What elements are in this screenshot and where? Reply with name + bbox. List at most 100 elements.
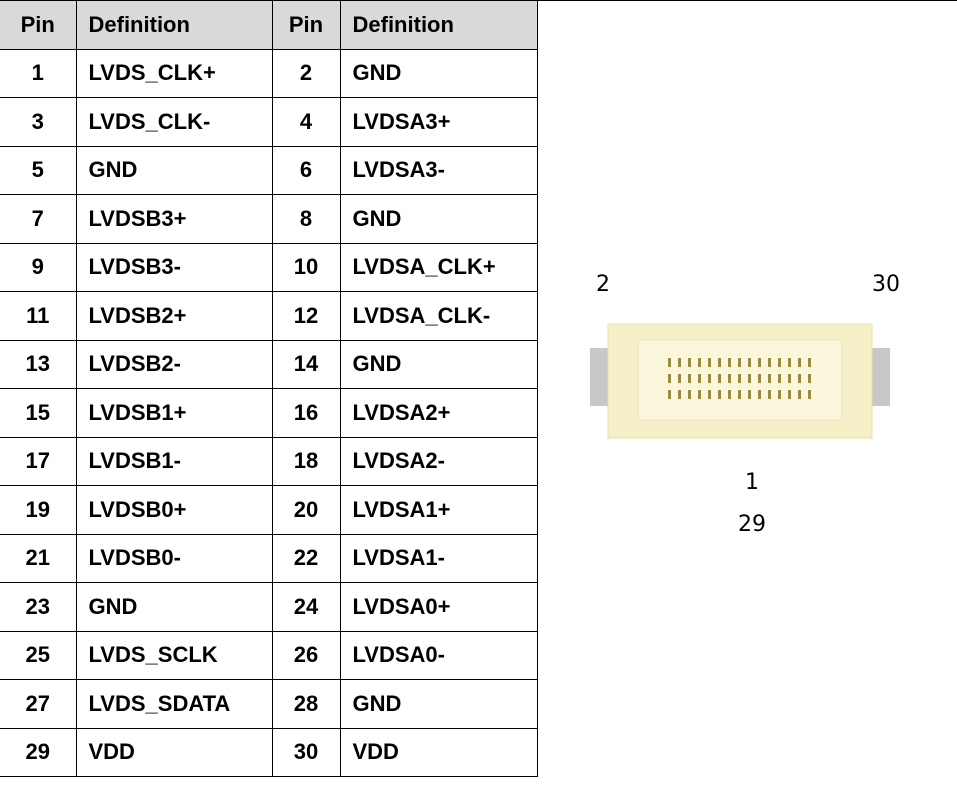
- pin-cell: 30: [271, 727, 341, 777]
- pin-contact: [808, 374, 811, 383]
- pin-label: 2: [596, 272, 610, 297]
- pin-cell: 18: [271, 436, 341, 486]
- pin-contact: [798, 390, 801, 399]
- table-row: 13 LVDSB2- 14 GND: [0, 339, 538, 389]
- table-row: 7 LVDSB3+ 8 GND: [0, 194, 538, 244]
- pin-cell: 26: [271, 630, 341, 680]
- pin-contact: [668, 390, 671, 399]
- pin-cell: 13: [0, 339, 77, 389]
- table-row: 9 LVDSB3- 10 LVDSA_CLK+: [0, 242, 538, 292]
- definition-cell: GND: [75, 582, 273, 632]
- pin-contact: [708, 374, 711, 383]
- definition-cell: VDD: [339, 727, 538, 777]
- definition-cell: LVDSA_CLK-: [339, 291, 538, 341]
- pin-contact: [768, 374, 771, 383]
- table-row: 1 LVDS_CLK+ 2 GND: [0, 48, 538, 98]
- pin-cell: 17: [0, 436, 77, 486]
- pin-contact: [708, 390, 711, 399]
- pin-cell: 27: [0, 679, 77, 729]
- table-row: 5 GND 6 LVDSA3-: [0, 145, 538, 195]
- pin-contact: [748, 374, 751, 383]
- pin-cell: 28: [271, 679, 341, 729]
- header-cell: Definition: [339, 0, 538, 50]
- pin-cell: 29: [0, 727, 77, 777]
- pin-contact: [688, 390, 691, 399]
- pin-contact: [708, 358, 711, 367]
- definition-cell: LVDS_CLK+: [75, 48, 273, 98]
- pin-contact: [798, 374, 801, 383]
- definition-cell: LVDSA_CLK+: [339, 242, 538, 292]
- connector: [590, 323, 890, 439]
- pin-cell: 24: [271, 582, 341, 632]
- definition-cell: LVDS_SDATA: [75, 679, 273, 729]
- definition-cell: LVDS_SCLK: [75, 630, 273, 680]
- pin-cell: 25: [0, 630, 77, 680]
- pin-contact: [768, 390, 771, 399]
- table-body: 1 LVDS_CLK+ 2 GND 3 LVDS_CLK- 4 LVDSA3+ 5 GND 6 LVD…: [0, 48, 538, 777]
- pin-contact: [778, 374, 781, 383]
- pin-contact: [758, 390, 761, 399]
- pin-contact: [698, 390, 701, 399]
- connector-pins: [668, 358, 811, 399]
- definition-cell: GND: [339, 48, 538, 98]
- pin-contact: [728, 358, 731, 367]
- pin-contact: [728, 390, 731, 399]
- pin-contact: [798, 358, 801, 367]
- pin-contact: [678, 390, 681, 399]
- pin-contact: [718, 390, 721, 399]
- definition-cell: LVDSA1+: [339, 485, 538, 535]
- table-row: 15 LVDSB1+ 16 LVDSA2+: [0, 388, 538, 438]
- pin-cell: 15: [0, 388, 77, 438]
- table-row: 17 LVDSB1- 18 LVDSA2-: [0, 436, 538, 486]
- pin-contact: [688, 358, 691, 367]
- pin-cell: 8: [271, 194, 341, 244]
- pin-cell: 22: [271, 533, 341, 583]
- pin-cell: 19: [0, 485, 77, 535]
- pin-contact: [758, 358, 761, 367]
- pin-contact: [698, 374, 701, 383]
- pin-cell: 4: [271, 97, 341, 147]
- definition-cell: LVDSB2+: [75, 291, 273, 341]
- table-row: 25 LVDS_SCLK 26 LVDSA0-: [0, 630, 538, 680]
- pin-cell: 5: [0, 145, 77, 195]
- pin-cell: 10: [271, 242, 341, 292]
- pin-contact: [738, 374, 741, 383]
- table-row: 23 GND 24 LVDSA0+: [0, 582, 538, 632]
- definition-cell: LVDSB1-: [75, 436, 273, 486]
- definition-cell: LVDSB3-: [75, 242, 273, 292]
- pin-contact: [778, 358, 781, 367]
- pin-contact: [678, 358, 681, 367]
- pin-contact: [738, 390, 741, 399]
- pin-cell: 7: [0, 194, 77, 244]
- pin-label: 30: [872, 272, 900, 297]
- pin-contact: [778, 390, 781, 399]
- pin-contact: [788, 374, 791, 383]
- definition-cell: LVDSA3-: [339, 145, 538, 195]
- pin-contact: [678, 374, 681, 383]
- definition-cell: LVDSB1+: [75, 388, 273, 438]
- pin-contact: [688, 374, 691, 383]
- pin-label: 29: [738, 512, 766, 537]
- pin-contact: [668, 358, 671, 367]
- table-row: 3 LVDS_CLK- 4 LVDSA3+: [0, 97, 538, 147]
- definition-cell: VDD: [75, 727, 273, 777]
- table-row: 21 LVDSB0- 22 LVDSA1-: [0, 533, 538, 583]
- pin-cell: 14: [271, 339, 341, 389]
- definition-cell: LVDSB0-: [75, 533, 273, 583]
- definition-cell: LVDSA0-: [339, 630, 538, 680]
- definition-cell: GND: [75, 145, 273, 195]
- header-cell: Pin: [0, 0, 77, 50]
- table-row: 11 LVDSB2+ 12 LVDSA_CLK-: [0, 291, 538, 341]
- pin-contact: [808, 358, 811, 367]
- pin-cell: 6: [271, 145, 341, 195]
- pin-cell: 20: [271, 485, 341, 535]
- pin-contact: [668, 374, 671, 383]
- definition-cell: LVDSA2-: [339, 436, 538, 486]
- pin-contact: [748, 390, 751, 399]
- pin-cell: 11: [0, 291, 77, 341]
- pin-cell: 23: [0, 582, 77, 632]
- pin-cell: 2: [271, 48, 341, 98]
- definition-cell: LVDS_CLK-: [75, 97, 273, 147]
- pin-cell: 3: [0, 97, 77, 147]
